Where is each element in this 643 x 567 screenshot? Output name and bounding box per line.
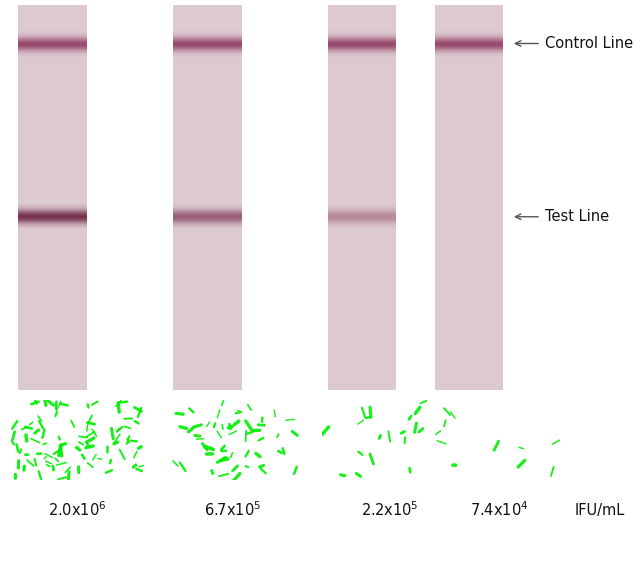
Text: 6.7x10$^5$: 6.7x10$^5$	[204, 501, 261, 519]
Text: 2.2x10$^5$: 2.2x10$^5$	[361, 501, 419, 519]
Text: Control Line: Control Line	[545, 36, 633, 51]
Text: 2.0x10$^6$: 2.0x10$^6$	[48, 501, 107, 519]
Text: Test Line: Test Line	[545, 209, 609, 225]
Text: 7.4x10$^4$: 7.4x10$^4$	[470, 501, 529, 519]
Text: IFU/mL: IFU/mL	[575, 502, 625, 518]
